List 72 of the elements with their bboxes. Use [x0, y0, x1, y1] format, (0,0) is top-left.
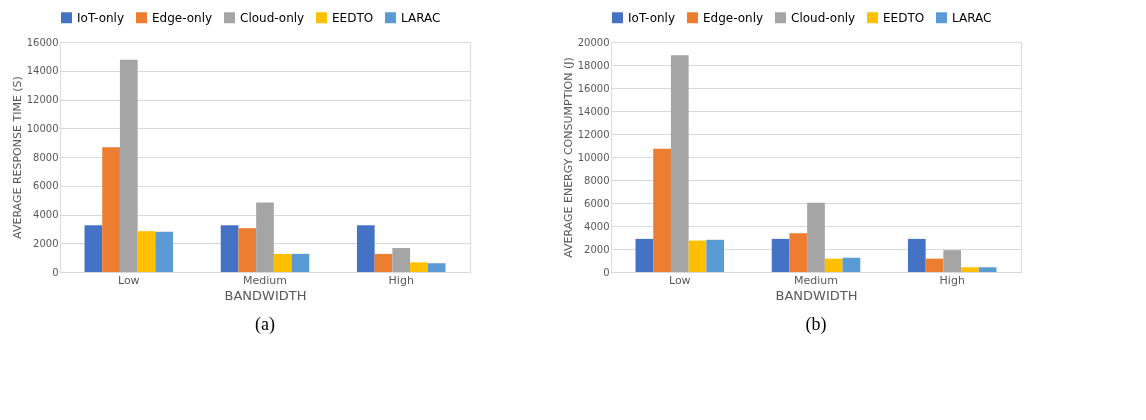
- y-tick-label: 8000: [33, 151, 59, 163]
- bar: [842, 257, 861, 272]
- bar: [653, 148, 671, 272]
- bar: [137, 231, 156, 272]
- y-axis-title: AVERAGE RESPONSE TIME (S): [10, 76, 24, 239]
- text: (b): [805, 314, 827, 335]
- bar: [392, 247, 411, 272]
- y-tick-label: 0: [603, 266, 610, 278]
- x-tick-label: High: [388, 273, 414, 287]
- x-tick-label: Low: [668, 273, 691, 287]
- bar: [119, 59, 138, 272]
- bar: [155, 231, 174, 272]
- bar: [789, 233, 808, 272]
- x-tick-label: High: [939, 273, 965, 287]
- bar: [356, 225, 375, 272]
- bar: [635, 238, 654, 272]
- bar: [102, 147, 120, 272]
- x-axis-title: BANDWIDTH: [224, 287, 307, 303]
- y-tick-label: 16000: [577, 82, 610, 94]
- bar: [84, 225, 103, 272]
- bar: [925, 258, 944, 272]
- bar: [374, 253, 393, 272]
- bar: [273, 253, 292, 272]
- bar: [907, 238, 926, 272]
- bar: [807, 202, 825, 272]
- legend-label: EEDTO: [332, 10, 374, 25]
- bar: [238, 228, 257, 272]
- y-tick-label: 6000: [33, 180, 59, 192]
- legend-label: EEDTO: [883, 10, 925, 25]
- bar: [706, 239, 725, 272]
- bar: [688, 240, 707, 272]
- bar: [256, 202, 274, 272]
- bar: [771, 238, 790, 272]
- y-tick-label: 12000: [577, 128, 610, 140]
- y-tick-label: 18000: [577, 59, 610, 71]
- y-tick-label: 10000: [577, 151, 610, 163]
- legend-label: LARAC: [401, 10, 441, 25]
- y-tick-label: 14000: [26, 65, 59, 77]
- legend-label: IoT-only: [628, 10, 676, 25]
- x-tick-label: Low: [117, 273, 140, 287]
- text: (a): [255, 314, 275, 335]
- y-tick-label: 6000: [584, 197, 610, 209]
- bar: [943, 250, 962, 272]
- bar: [961, 267, 979, 272]
- legend-label: IoT-only: [77, 10, 125, 25]
- y-tick-label: 14000: [577, 105, 610, 117]
- bar: [291, 253, 310, 272]
- bar: [427, 263, 446, 272]
- y-tick-label: 12000: [26, 94, 59, 105]
- y-axis-title: AVERAGE ENERGY CONSUMPTION (J): [561, 57, 575, 258]
- bar: [220, 225, 239, 272]
- legend-label: Cloud-only: [240, 10, 305, 25]
- bar: [978, 267, 997, 272]
- bar: [670, 55, 689, 272]
- y-tick-label: 16000: [26, 36, 59, 48]
- y-tick-label: 20000: [577, 36, 610, 48]
- y-tick-label: 4000: [33, 209, 59, 220]
- y-tick-label: 10000: [26, 122, 59, 134]
- legend-label: Edge-only: [152, 10, 213, 25]
- y-tick-label: 2000: [33, 237, 59, 249]
- bar: [410, 262, 428, 272]
- legend-label: LARAC: [952, 10, 992, 25]
- x-tick-label: Medium: [794, 273, 838, 287]
- legend-label: Edge-only: [703, 10, 764, 25]
- legend-label: Cloud-only: [791, 10, 856, 25]
- bar: [824, 258, 843, 272]
- y-tick-label: 2000: [584, 243, 610, 255]
- y-tick-label: 0: [52, 266, 59, 278]
- x-axis-title: BANDWIDTH: [775, 287, 858, 303]
- y-tick-label: 8000: [584, 174, 610, 186]
- x-tick-label: Medium: [243, 273, 287, 287]
- y-tick-label: 4000: [584, 220, 610, 232]
